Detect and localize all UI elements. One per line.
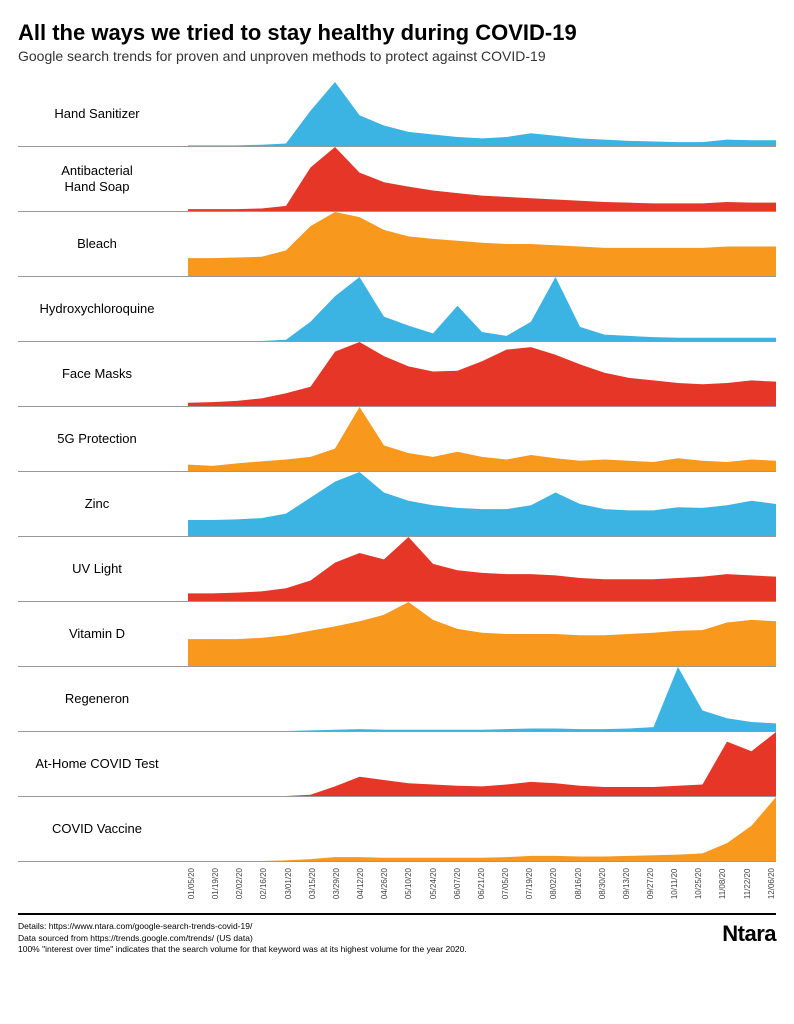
x-tick-label: 10/11/20 (671, 868, 679, 899)
chart-row: COVID Vaccine (18, 797, 776, 862)
series-label: Bleach (18, 236, 188, 252)
footnote-line: 100% "interest over time" indicates that… (18, 944, 467, 955)
chart-row: At-Home COVID Test (18, 732, 776, 797)
series-label: AntibacterialHand Soap (18, 163, 188, 196)
chart-row: Vitamin D (18, 602, 776, 667)
chart-row: AntibacterialHand Soap (18, 147, 776, 212)
chart-row: Face Masks (18, 342, 776, 407)
x-axis: 01/05/20 01/19/20 02/02/20 02/16/20 03/01/20… (18, 866, 776, 899)
series-label: 5G Protection (18, 431, 188, 447)
series-label: UV Light (18, 561, 188, 577)
x-tick-label: 12/06/20 (768, 868, 776, 899)
page-title: All the ways we tried to stay healthy du… (18, 20, 776, 46)
x-tick-label: 06/07/20 (454, 868, 462, 899)
series-label: Face Masks (18, 366, 188, 382)
x-tick-label: 02/16/20 (260, 868, 268, 899)
series-label: Hand Sanitizer (18, 106, 188, 122)
x-tick-label: 06/21/20 (478, 868, 486, 899)
footnote-line: Details: https://www.ntara.com/google-se… (18, 921, 467, 932)
x-axis-labels: 01/05/20 01/19/20 02/02/20 02/16/20 03/01/20… (188, 866, 776, 899)
x-tick-label: 07/19/20 (526, 868, 534, 899)
x-tick-label: 04/12/20 (357, 868, 365, 899)
series-label: Vitamin D (18, 626, 188, 642)
x-tick-label: 01/05/20 (188, 868, 196, 899)
x-tick-label: 03/15/20 (309, 868, 317, 899)
x-tick-label: 08/30/20 (599, 868, 607, 899)
chart-row: 5G Protection (18, 407, 776, 472)
series-plot (188, 472, 776, 536)
x-tick-label: 05/24/20 (430, 868, 438, 899)
chart-row: Regeneron (18, 667, 776, 732)
series-plot (188, 667, 776, 731)
x-tick-label: 02/02/20 (236, 868, 244, 899)
x-tick-label: 08/02/20 (550, 868, 558, 899)
chart-row: Zinc (18, 472, 776, 537)
x-tick-label: 11/08/20 (719, 868, 727, 899)
x-tick-label: 09/13/20 (623, 868, 631, 899)
x-tick-label: 03/29/20 (333, 868, 341, 899)
series-label: Regeneron (18, 691, 188, 707)
footnote-line: Data sourced from https://trends.google.… (18, 933, 467, 944)
series-label: COVID Vaccine (18, 821, 188, 837)
footer: Details: https://www.ntara.com/google-se… (18, 913, 776, 955)
x-tick-label: 09/27/20 (647, 868, 655, 899)
series-plot (188, 602, 776, 666)
series-plot (188, 342, 776, 406)
x-tick-label: 10/25/20 (695, 868, 703, 899)
footnotes: Details: https://www.ntara.com/google-se… (18, 921, 467, 955)
small-multiples-container: Hand Sanitizer AntibacterialHand Soap Blea… (18, 82, 776, 862)
series-plot (188, 407, 776, 471)
x-tick-label: 11/22/20 (744, 868, 752, 899)
chart-row: UV Light (18, 537, 776, 602)
x-tick-label: 04/26/20 (381, 868, 389, 899)
series-plot (188, 277, 776, 341)
series-label: At-Home COVID Test (18, 756, 188, 772)
chart-row: Hydroxychloroquine (18, 277, 776, 342)
page-subtitle: Google search trends for proven and unpr… (18, 48, 776, 64)
series-label: Zinc (18, 496, 188, 512)
series-plot (188, 147, 776, 211)
x-tick-label: 01/19/20 (212, 868, 220, 899)
logo: Ntara (722, 921, 776, 947)
series-plot (188, 82, 776, 146)
x-tick-label: 08/16/20 (575, 868, 583, 899)
x-tick-label: 07/05/20 (502, 868, 510, 899)
chart-row: Hand Sanitizer (18, 82, 776, 147)
series-plot (188, 732, 776, 796)
chart-row: Bleach (18, 212, 776, 277)
series-plot (188, 537, 776, 601)
series-plot (188, 212, 776, 276)
x-tick-label: 03/01/20 (285, 868, 293, 899)
series-label: Hydroxychloroquine (18, 301, 188, 317)
series-plot (188, 797, 776, 861)
x-tick-label: 05/10/20 (405, 868, 413, 899)
